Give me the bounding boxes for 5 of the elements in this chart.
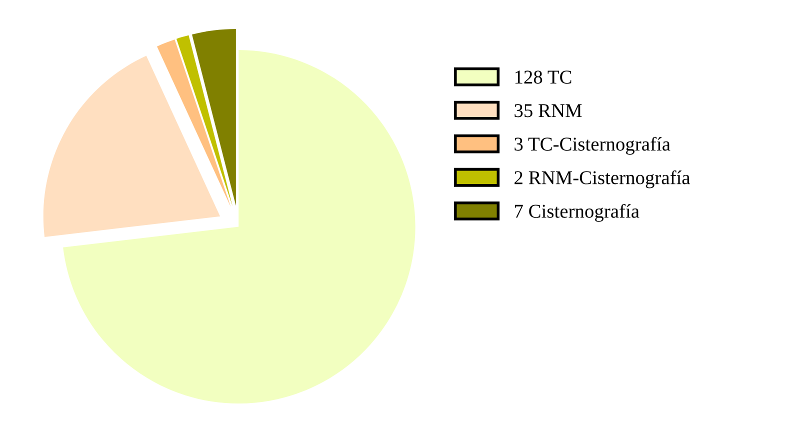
legend-label: 2 RNM-Cisternografía — [514, 170, 690, 188]
legend-label: 35 RNM — [514, 104, 582, 118]
legend-label: 3 TC-Cisternografía — [514, 136, 670, 155]
legend-label: 128 TC — [515, 70, 572, 84]
legend-label: 7 Cisternografía — [515, 204, 640, 222]
